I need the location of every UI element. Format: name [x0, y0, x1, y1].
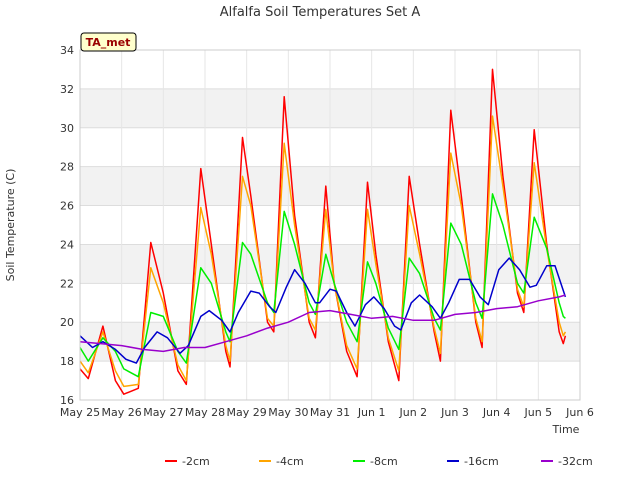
x-tick-label: May 25 — [60, 406, 100, 419]
y-axis-ticks: 16 18 20 22 24 26 28 30 32 34 — [60, 44, 74, 407]
y-tick-label: 26 — [60, 200, 74, 213]
y-tick-label: 32 — [60, 83, 74, 96]
legend-label: -8cm — [370, 455, 398, 468]
x-tick-label: May 31 — [310, 406, 350, 419]
y-tick-label: 30 — [60, 122, 74, 135]
station-badge-label: TA_met — [86, 36, 131, 49]
x-axis-label: Time — [552, 423, 580, 436]
x-tick-label: May 30 — [268, 406, 308, 419]
y-tick-label: 28 — [60, 161, 74, 174]
x-tick-label: Jun 4 — [482, 406, 511, 419]
x-tick-label: May 27 — [143, 406, 183, 419]
y-tick-label: 18 — [60, 355, 74, 368]
y-tick-label: 22 — [60, 277, 74, 290]
legend-label: -16cm — [464, 455, 499, 468]
x-tick-label: Jun 1 — [357, 406, 386, 419]
series-line-minus-16cm — [79, 257, 567, 364]
y-tick-label: 34 — [60, 44, 74, 57]
x-tick-label: May 28 — [185, 406, 225, 419]
x-tick-label: Jun 3 — [440, 406, 469, 419]
legend-label: -4cm — [276, 455, 304, 468]
x-axis-ticks: May 25 May 26 May 27 May 28 May 29 May 30 May … — [60, 406, 594, 419]
x-tick-label: May 26 — [102, 406, 142, 419]
x-tick-label: May 29 — [227, 406, 267, 419]
station-badge-box — [80, 32, 137, 52]
chart-title: Alfalfa Soil Temperatures Set A — [220, 5, 421, 20]
y-axis-label: Soil Temperature (C) — [4, 169, 17, 282]
x-tick-label: Jun 5 — [523, 406, 552, 419]
legend-label: -32cm — [558, 455, 593, 468]
series-line-minus-8cm — [79, 193, 566, 378]
legend: -2cm -4cm -8cm -16cm -32cm — [165, 455, 593, 468]
y-tick-label: 20 — [60, 316, 74, 329]
y-tick-label: 24 — [60, 238, 74, 251]
plot-frame — [79, 49, 581, 401]
x-tick-label: Jun 2 — [398, 406, 427, 419]
series-line-minus-32cm — [79, 294, 566, 353]
y-tick-label: 16 — [60, 394, 74, 407]
x-tick-label: Jun 6 — [565, 406, 594, 419]
legend-label: -2cm — [182, 455, 210, 468]
series-lines — [79, 68, 567, 395]
station-badge: TA_met — [80, 32, 137, 52]
